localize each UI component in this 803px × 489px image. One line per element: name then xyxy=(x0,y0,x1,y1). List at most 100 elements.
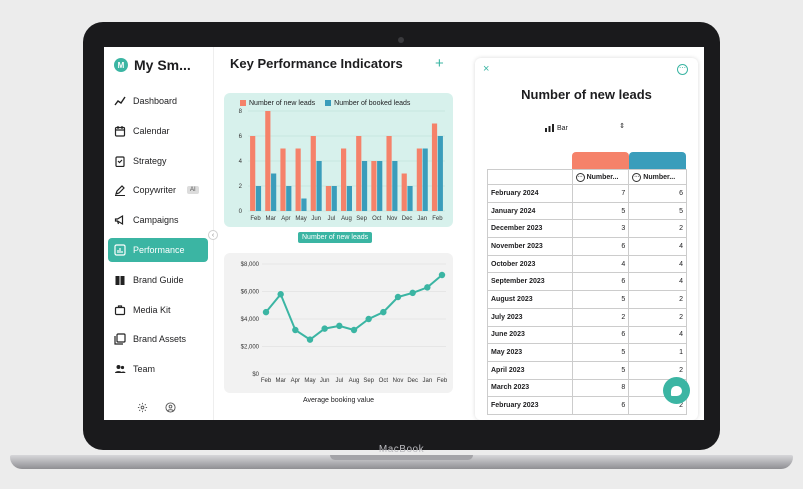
x-tick-label: Jan xyxy=(417,216,427,222)
sidebar-item-copywriter[interactable]: Copywriter AI xyxy=(108,178,208,202)
bar-booked-leads xyxy=(422,148,428,211)
sidebar-item-brand-guide[interactable]: Brand Guide xyxy=(108,268,208,292)
bar-chart: 0 2 4 6 8 Feb Mar Apr May Jun Jul Aug Sep Oct Nov Dec Ja… xyxy=(239,109,445,222)
users-icon xyxy=(114,363,126,375)
visualization-select[interactable]: Bar ⇕ xyxy=(545,122,625,134)
profile-icon[interactable] xyxy=(165,400,176,418)
y-tick-label: 0 xyxy=(239,209,243,215)
legend-label: Number of new leads xyxy=(249,100,316,107)
page-title: Key Performance Indicators xyxy=(230,56,403,71)
y-tick-label: $2,000 xyxy=(241,345,260,351)
x-tick-label: Feb xyxy=(437,378,448,384)
line-chart-caption: Average booking value xyxy=(302,397,375,404)
sidebar-item-label: Brand Guide xyxy=(133,274,184,285)
table-row: February 2023 6 2 xyxy=(487,397,687,415)
column-menu-icon[interactable]: ⋯ xyxy=(575,172,585,182)
bar-booked-leads xyxy=(286,186,292,211)
table-row: February 2024 7 6 xyxy=(487,185,687,203)
data-table: ⋯ Number... ⋯ Number... February 2024 7 6 Jan… xyxy=(487,152,687,415)
brand[interactable]: M My Sm... xyxy=(114,57,191,73)
megaphone-icon xyxy=(114,214,126,226)
table-row: July 2023 2 2 xyxy=(487,308,687,327)
y-tick-label: $8,000 xyxy=(241,262,260,268)
line-chart-card[interactable]: $0 $2,000 $4,000 $6,000 $8,000 Feb Mar Apr May Ju… xyxy=(224,253,453,393)
row-value-booked-leads: 1 xyxy=(679,349,683,357)
bar-new-leads xyxy=(386,136,392,211)
y-tick-label: 8 xyxy=(239,109,243,115)
bar-new-leads xyxy=(416,148,422,211)
briefcase-icon xyxy=(114,304,126,316)
sidebar-item-brand-assets[interactable]: Brand Assets xyxy=(108,327,208,351)
sidebar-item-label: Brand Assets xyxy=(133,334,187,345)
row-month: September 2023 xyxy=(488,273,573,291)
sidebar-item-campaigns[interactable]: Campaigns xyxy=(108,208,208,232)
sidebar-item-label: Copywriter xyxy=(133,185,177,196)
y-tick-label: $0 xyxy=(252,372,259,378)
legend-item-new-leads: Number of new leads xyxy=(240,100,315,107)
close-icon[interactable]: × xyxy=(483,63,490,75)
bar-chart-card[interactable]: Number of new leads Number of booked lea… xyxy=(224,93,453,227)
sidebar-item-label: Strategy xyxy=(133,155,167,166)
x-tick-label: Dec xyxy=(407,378,418,384)
table-header-col-2[interactable]: ⋯ Number... xyxy=(629,170,686,184)
laptop-base xyxy=(10,455,793,469)
row-value-new-leads: 5 xyxy=(573,291,630,308)
bar-booked-leads xyxy=(346,186,352,211)
sidebar-item-strategy[interactable]: Strategy xyxy=(108,149,208,173)
collapse-sidebar-button[interactable]: ‹ xyxy=(208,230,218,240)
bar-booked-leads xyxy=(316,161,322,211)
column-label: Number... xyxy=(586,173,619,181)
sidebar-item-calendar[interactable]: Calendar xyxy=(108,119,208,143)
row-value-new-leads: 4 xyxy=(573,255,630,273)
bar-booked-leads xyxy=(331,186,337,211)
brand-logo: M xyxy=(114,58,128,72)
data-point xyxy=(277,291,284,298)
column-label: Number... xyxy=(643,173,676,181)
sidebar-item-label: Performance xyxy=(133,244,185,255)
bar-chart-caption[interactable]: Number of new leads xyxy=(298,232,373,243)
table-row: March 202383 xyxy=(487,379,687,398)
add-kpi-button[interactable]: + xyxy=(435,55,444,72)
row-value-booked-leads: 4 xyxy=(679,278,683,286)
sidebar-item-dashboard[interactable]: Dashboard xyxy=(108,89,208,113)
data-point xyxy=(262,308,270,316)
bar-chart-icon xyxy=(545,124,554,132)
more-options-icon[interactable]: ⋯ xyxy=(677,64,688,75)
table-header-col-1[interactable]: ⋯ Number... xyxy=(573,170,630,184)
bar-booked-leads xyxy=(392,161,398,211)
calendar-icon xyxy=(114,125,126,137)
table-row: October 2023 4 4 xyxy=(487,255,687,274)
chat-button[interactable] xyxy=(663,377,690,404)
sidebar-item-media-kit[interactable]: Media Kit xyxy=(108,298,208,322)
data-point xyxy=(438,271,446,279)
row-value-booked-leads: 4 xyxy=(679,331,683,339)
bar-new-leads xyxy=(250,136,256,211)
row-month: November 2023 xyxy=(488,238,573,255)
series-color-booked-leads xyxy=(629,152,686,169)
row-value-booked-leads: 2 xyxy=(679,295,683,303)
row-value-new-leads: 3 xyxy=(573,220,630,238)
sidebar-item-team[interactable]: Team xyxy=(108,357,208,381)
x-tick-label: Jul xyxy=(328,216,336,222)
table-row: August 2023 5 2 xyxy=(487,291,687,309)
x-tick-label: Mar xyxy=(275,378,285,384)
x-tick-label: Jul xyxy=(335,378,343,384)
bar-new-leads xyxy=(341,148,347,211)
row-value-new-leads: 6 xyxy=(573,397,630,414)
legend-swatch xyxy=(325,100,332,106)
gear-icon[interactable] xyxy=(137,400,148,418)
column-menu-icon[interactable]: ⋯ xyxy=(632,172,642,182)
bar-new-leads xyxy=(356,136,362,211)
images-icon xyxy=(114,333,126,345)
book-icon xyxy=(114,274,126,286)
data-point xyxy=(336,322,343,330)
row-value-booked-leads: 4 xyxy=(679,242,683,250)
x-tick-label: Apr xyxy=(281,216,290,222)
x-tick-label: Oct xyxy=(372,216,382,222)
sidebar-item-performance[interactable]: Performance xyxy=(108,237,208,262)
bar-new-leads xyxy=(310,136,316,211)
y-tick-label: 4 xyxy=(239,159,243,165)
x-tick-label: Feb xyxy=(261,378,272,384)
x-tick-label: Sep xyxy=(363,378,374,384)
